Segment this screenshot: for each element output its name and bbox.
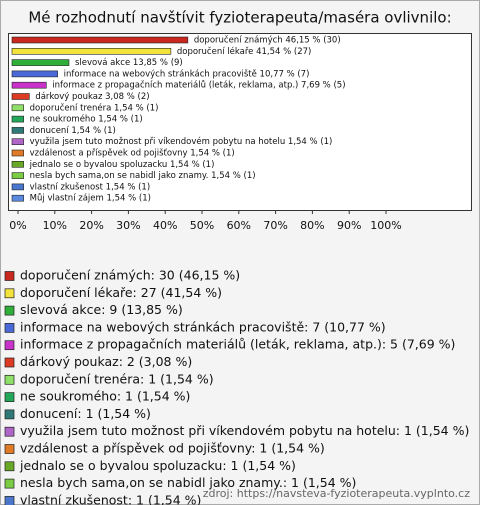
bar-label: nesla bych sama,on se nabidl jako znamy.…	[30, 171, 256, 181]
bar	[11, 115, 24, 123]
x-tick-label: 10%	[43, 219, 67, 232]
x-tick-label: 20%	[79, 219, 103, 232]
bar	[11, 104, 24, 112]
bar-label: informace na webových stránkách pracoviš…	[64, 68, 310, 79]
bar-label: doporučení trenéra 1,54 % (1)	[30, 102, 159, 113]
bar	[11, 59, 70, 66]
bar	[11, 172, 24, 179]
bar-label: donucení 1,54 % (1)	[30, 126, 116, 136]
x-tick-label: 100%	[370, 219, 401, 232]
bar-label: vlastní zkušenost 1,54 % (1)	[30, 181, 150, 192]
legend-label: donucení: 1 (1,54 %)	[20, 406, 151, 421]
legend-swatch	[4, 461, 15, 472]
bar	[11, 70, 58, 78]
bar-label: využila jsem tuto možnost při víkendovém…	[30, 136, 333, 147]
bar	[11, 81, 47, 89]
legend-swatch	[4, 357, 15, 368]
x-tick-label: 0%	[9, 219, 26, 232]
bar	[11, 194, 24, 202]
legend-swatch	[4, 478, 15, 489]
x-tick-label: 40%	[153, 219, 177, 232]
legend-label: vlastní zkušenost: 1 (1,54 %)	[20, 492, 201, 505]
bar-label: doporučení lékaře 41,54 % (27)	[177, 46, 312, 57]
legend-label: vzdálenost a příspěvek od pojišťovny: 1 …	[20, 441, 325, 456]
legend-swatch	[4, 496, 15, 505]
legend-swatch	[4, 288, 15, 299]
legend-label: doporučení trenéra: 1 (1,54 %)	[20, 371, 214, 386]
bar	[11, 183, 24, 191]
legend-swatch	[4, 271, 15, 281]
legend-label: využila jsem tuto možnost při víkendovém…	[20, 423, 469, 438]
bar-label: jednalo se o byvalou spoluzacku 1,54 % (…	[29, 160, 215, 170]
legend-swatch	[4, 392, 15, 402]
legend-label: doporučení lékaře: 27 (41,54 %)	[20, 285, 222, 300]
legend-label: slevová akce: 9 (13,85 %)	[20, 302, 183, 317]
bar-label: vzdálenost a příspěvek od pojišťovny 1,5…	[30, 148, 235, 159]
legend-swatch	[4, 426, 15, 437]
x-tick-label: 50%	[190, 219, 214, 232]
legend-label: nesla bych sama,on se nabidl jako znamy.…	[20, 475, 356, 490]
legend-swatch	[4, 305, 15, 316]
legend-label: informace na webových stránkách pracoviš…	[20, 319, 386, 334]
legend-swatch	[4, 409, 15, 420]
bar	[11, 93, 30, 100]
bar	[11, 36, 189, 44]
bar-label: Můj vlastní zájem 1,54 % (1)	[30, 193, 151, 204]
bar	[11, 47, 172, 55]
bar	[11, 138, 24, 145]
plot-frame	[8, 33, 472, 211]
legend-label: informace z propagačních materiálů (letá…	[20, 337, 455, 352]
x-tick-label: 90%	[337, 219, 361, 232]
bar	[11, 149, 24, 157]
legend-label: dárkový poukaz: 2 (3,08 %)	[20, 354, 192, 369]
bar-label: informace z propagačních materiálů (letá…	[52, 80, 345, 91]
x-tick-label: 70%	[263, 219, 287, 232]
bar	[11, 161, 24, 168]
x-tick-label: 30%	[116, 219, 140, 232]
legend-swatch	[4, 444, 15, 454]
chart-title: Mé rozhodnutí navštívit fyzioterapeuta/m…	[28, 9, 451, 27]
bar-label: ne soukromého 1,54 % (1)	[30, 114, 143, 125]
legend-label: doporučení známých: 30 (46,15 %)	[20, 268, 240, 283]
bar-label: dárkový poukaz 3,08 % (2)	[35, 92, 149, 102]
legend-swatch	[4, 374, 15, 385]
bar-label: doporučení známých 46,15 % (30)	[194, 35, 341, 46]
bar-label: slevová akce 13,85 % (9)	[75, 58, 183, 68]
x-tick-label: 60%	[227, 219, 251, 232]
legend-label: ne soukromého: 1 (1,54 %)	[20, 389, 190, 404]
x-tick-label: 80%	[300, 219, 324, 232]
source: zdroj: https://navsteva-fyzioterapeuta.v…	[203, 487, 470, 500]
legend-label: jednalo se o byvalou spoluzacku: 1 (1,54…	[19, 458, 296, 473]
legend-swatch	[4, 340, 15, 351]
bar	[11, 127, 24, 134]
legend-swatch	[4, 323, 15, 333]
